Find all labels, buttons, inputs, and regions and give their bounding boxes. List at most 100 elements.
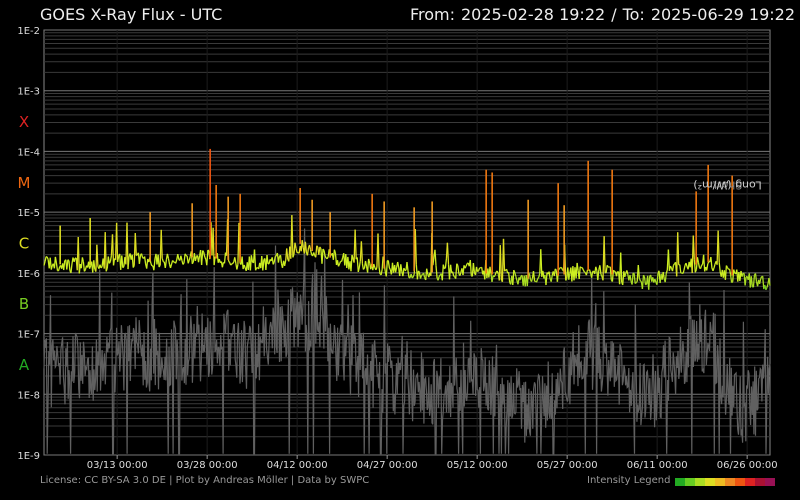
long-series-segment	[696, 257, 700, 263]
legend-swatch	[715, 478, 725, 486]
long-series-segment	[66, 259, 69, 270]
long-series-segment	[68, 260, 71, 271]
long-series-segment	[319, 246, 322, 250]
long-series-segment	[350, 254, 353, 272]
long-series-segment	[54, 256, 58, 264]
long-series-segment	[449, 264, 453, 273]
long-series-segment	[364, 260, 368, 267]
long-series-segment	[397, 261, 400, 268]
long-series-segment	[766, 284, 769, 288]
long-series-segment	[638, 277, 642, 282]
long-series-segment	[400, 264, 403, 272]
long-series-segment	[204, 256, 207, 260]
long-series-segment	[236, 264, 239, 270]
long-series-segment	[67, 259, 70, 262]
long-series-segment	[554, 268, 557, 271]
long-series-segment	[107, 256, 110, 264]
long-series-segment	[665, 269, 668, 274]
long-series-segment	[496, 270, 499, 275]
long-series-segment	[306, 247, 310, 256]
y-tick-label: 1E-6	[17, 269, 40, 280]
long-series-segment	[188, 256, 191, 261]
long-series-segment	[758, 278, 762, 285]
long-series-segment	[609, 266, 612, 280]
long-series-segment	[111, 234, 115, 266]
legend-swatch	[755, 478, 765, 486]
long-series-segment	[200, 250, 204, 265]
long-series-segment	[180, 255, 183, 261]
y-tick-label: 1E-7	[17, 330, 40, 341]
long-series-segment	[318, 246, 321, 255]
long-series-segment	[595, 266, 598, 271]
long-series-segment	[358, 261, 361, 268]
long-series-segment	[432, 256, 435, 266]
long-series-segment	[624, 273, 627, 278]
long-series-segment	[63, 260, 66, 271]
long-series-segment	[132, 265, 135, 268]
long-series-segment	[713, 264, 716, 269]
long-series-segment	[469, 259, 472, 276]
long-series-segment	[182, 262, 185, 265]
long-series-segment	[279, 255, 283, 264]
long-series-segment	[417, 270, 420, 273]
y-tick-label: 1E-4	[17, 147, 40, 158]
long-series-segment	[451, 271, 455, 277]
long-series-segment	[672, 263, 676, 266]
long-series-segment	[692, 235, 695, 260]
long-series-segment	[412, 273, 415, 278]
long-series-segment	[304, 241, 308, 253]
long-series-segment	[332, 249, 336, 260]
long-series-segment	[530, 277, 534, 282]
long-series-segment	[100, 266, 103, 269]
long-series-segment	[83, 269, 87, 272]
long-series-segment	[444, 258, 448, 269]
long-series-segment	[565, 278, 568, 281]
long-series-segment	[160, 229, 163, 259]
long-series-segment	[104, 232, 107, 272]
y-tick-label: 1E-5	[17, 208, 40, 219]
long-series-segment	[559, 267, 561, 270]
y-tick-label: 1E-3	[17, 87, 40, 98]
long-series-segment	[131, 254, 134, 268]
long-series-segment	[724, 265, 728, 280]
long-series-segment	[143, 256, 147, 264]
flare-class-label: B	[19, 295, 29, 313]
long-series-segment	[507, 272, 511, 283]
long-series-segment	[726, 267, 730, 270]
long-series-segment	[122, 266, 125, 269]
long-series-segment	[291, 215, 294, 258]
long-series-segment	[641, 275, 645, 289]
long-series-segment	[223, 252, 227, 264]
long-series-segment	[378, 266, 381, 275]
long-series-segment	[127, 256, 130, 270]
long-series-segment	[323, 250, 326, 257]
long-series-segment	[754, 273, 758, 282]
legend-swatch	[685, 478, 695, 486]
long-series-segment	[729, 274, 733, 283]
long-series-segment	[693, 259, 696, 273]
long-series-segment	[645, 283, 647, 286]
y-axis-title: Short, Long (W/m²)	[693, 179, 794, 305]
long-series-segment	[752, 275, 756, 288]
long-series-segment	[116, 256, 120, 263]
long-series-segment	[50, 265, 53, 270]
long-series-segment	[515, 276, 518, 281]
x-tick-label: 06/11 00:00	[627, 460, 688, 471]
long-series-segment	[321, 248, 324, 264]
long-series-segment	[234, 257, 237, 264]
long-series-segment	[377, 233, 380, 267]
long-series-segment	[292, 253, 295, 258]
to-label: To:	[622, 5, 645, 24]
long-series-segment	[578, 266, 581, 280]
x-tick-label: 04/12 00:00	[267, 460, 328, 471]
long-series-segment	[253, 249, 257, 271]
long-series-segment	[576, 262, 579, 271]
legend-swatch	[745, 478, 755, 486]
long-series-segment	[626, 270, 629, 275]
long-series-segment	[677, 232, 680, 265]
long-series-segment	[605, 265, 608, 273]
long-series-segment	[654, 278, 657, 283]
long-series-segment	[612, 269, 615, 272]
long-series-segment	[581, 267, 584, 271]
